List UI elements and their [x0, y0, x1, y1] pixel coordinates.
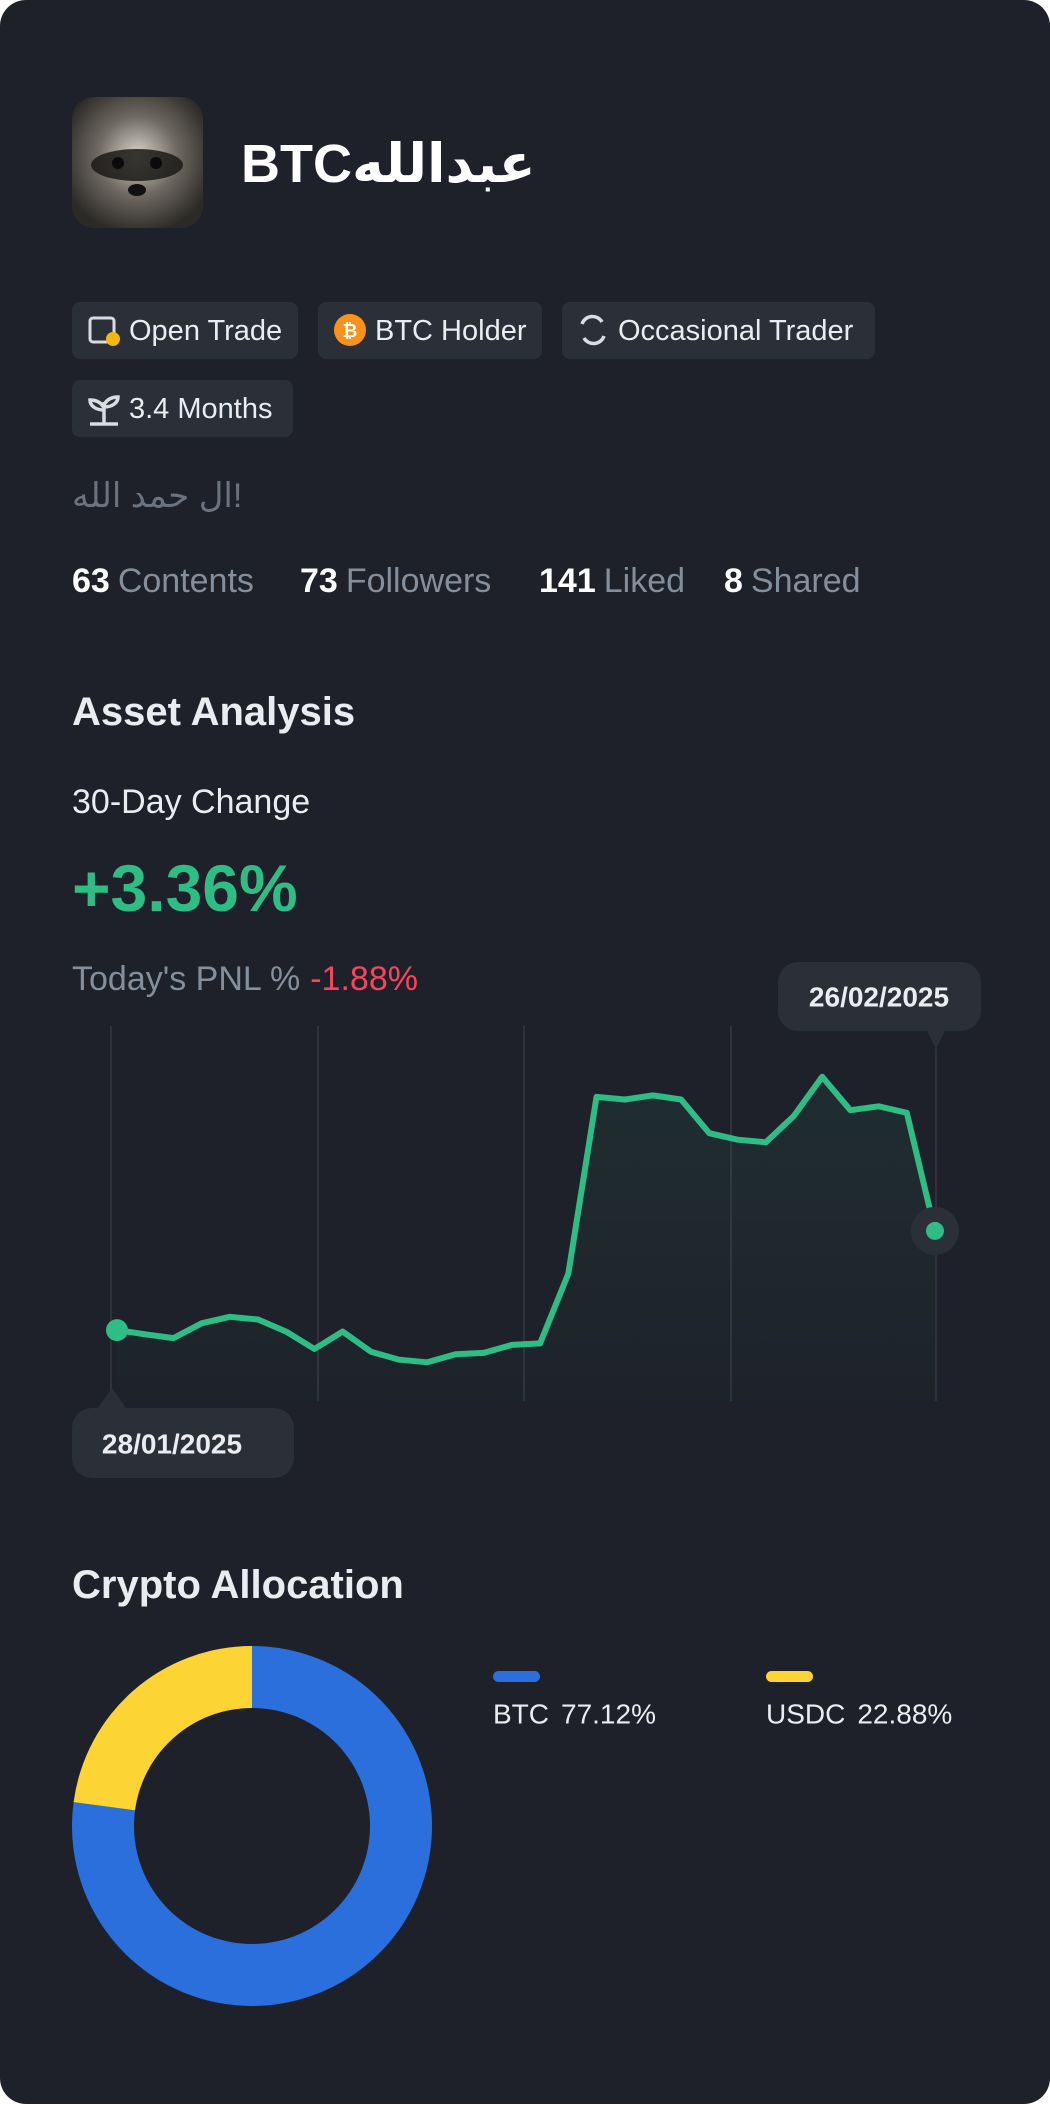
tag-label: Occasional Trader [618, 315, 854, 347]
change-value: +3.36% [72, 851, 298, 925]
tag-icon: ₿ [334, 314, 366, 346]
pnl-line [114, 1073, 938, 1366]
tag-icon [88, 395, 120, 426]
tag-chip[interactable] [72, 380, 293, 437]
stat-count[interactable]: 73 [300, 562, 338, 600]
stat-count[interactable]: 63 [72, 562, 110, 600]
legend-label: BTC [493, 1699, 549, 1730]
date-label: 28/01/2025 [102, 1429, 242, 1460]
stat-label[interactable]: Contents [118, 562, 254, 600]
pnl-label: Today's PNL % [72, 960, 300, 998]
tag-label: Open Trade [129, 315, 282, 347]
start-point [106, 1319, 128, 1342]
tag-icon [580, 314, 606, 346]
svg-text:₿: ₿ [343, 321, 358, 341]
tag-chip[interactable] [562, 302, 875, 359]
legend-label: USDC [766, 1699, 845, 1730]
legend-swatch [766, 1671, 813, 1682]
legend-value: 77.12% [561, 1699, 656, 1730]
tooltip-box [778, 962, 981, 1049]
tag-label: BTC Holder [375, 315, 527, 347]
tooltip-box [72, 1388, 294, 1478]
user-name: BTCعبدالله [241, 134, 536, 194]
end-point [926, 1221, 944, 1240]
date-label: 26/02/2025 [809, 982, 949, 1013]
bio: ال حمد الله! [72, 477, 242, 515]
pnl-value: -1.88% [310, 960, 418, 998]
area-fill [117, 1076, 935, 1401]
stat-label[interactable]: Followers [346, 562, 491, 600]
tag-icon [88, 316, 120, 346]
legend-swatch [493, 1671, 540, 1682]
donut-slice [73, 1646, 252, 1811]
stat-label[interactable]: Liked [604, 562, 685, 600]
stat-label[interactable]: Shared [751, 562, 861, 600]
stat-count[interactable]: 8 [724, 562, 743, 600]
section-title: Crypto Allocation [72, 1563, 404, 1607]
donut-chart: BTC 77.12% USDC 22.88% [72, 1646, 952, 2006]
line-chart: 28/01/2025 26/02/2025 [72, 962, 981, 1478]
tag-chip[interactable] [72, 302, 298, 359]
legend-value: 22.88% [857, 1699, 952, 1730]
stat-count[interactable]: 141 [539, 562, 596, 600]
section-title: Asset Analysis [72, 690, 355, 734]
tag-label: 3.4 Months [129, 393, 272, 425]
change-label: 30-Day Change [72, 783, 310, 821]
donut-slice [72, 1646, 432, 2006]
tag-chip[interactable] [318, 302, 542, 359]
avatar[interactable] [72, 97, 203, 228]
stats-row: 63 Contents 73 Followers 141 Liked 8 Shared [72, 562, 861, 600]
